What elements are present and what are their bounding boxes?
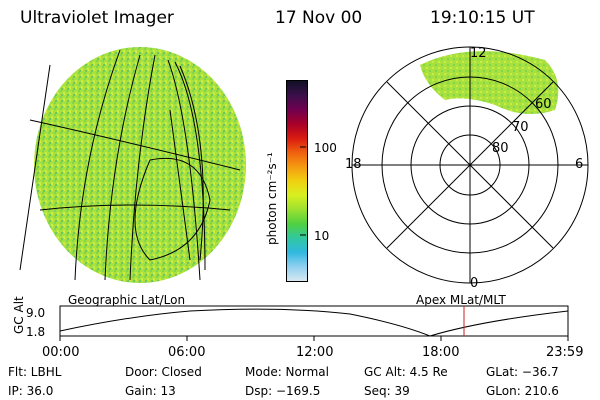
timeline-xtick-1800: 18:00: [422, 345, 460, 360]
info-gc-alt: GC Alt: 4.5 Re: [364, 365, 448, 379]
timeline-xtick-0600: 06:00: [168, 345, 206, 360]
info-door: Door: Closed: [125, 365, 202, 379]
polar-label: Apex MLat/MLT: [416, 293, 506, 307]
geographic-label: Geographic Lat/Lon: [68, 293, 186, 307]
info-dsp: Dsp: −169.5: [245, 384, 321, 398]
geo-disk: [34, 47, 246, 283]
info-filter: Flt: LBHL: [8, 365, 62, 379]
colorbar-tick-100: 100: [314, 141, 337, 155]
info-glat: GLat: −36.7: [486, 365, 559, 379]
mlt-label-6: 6: [575, 157, 584, 172]
info-ip: IP: 36.0: [8, 384, 54, 398]
timeline-xtick-1200: 12:00: [296, 345, 334, 360]
geo-grid-lines: [19, 49, 241, 281]
lat-label-70: 70: [512, 120, 529, 135]
time-label: 19:10:15 UT: [430, 8, 535, 28]
info-seq: Seq: 39: [364, 384, 410, 398]
lat-label-60: 60: [535, 97, 552, 112]
info-gain: Gain: 13: [125, 384, 176, 398]
colorbar-ticks: [300, 146, 306, 236]
date-label: 17 Nov 00: [275, 8, 363, 28]
altitude-curve: [59, 308, 569, 337]
colorbar: [286, 80, 308, 282]
polar-plot: [351, 46, 589, 284]
instrument-title: Ultraviolet Imager: [20, 8, 174, 28]
lat-label-80: 80: [492, 141, 509, 156]
timeline-xtick-2359: 23:59: [546, 345, 584, 360]
mlt-label-12: 12: [470, 46, 487, 61]
aurora-region: [420, 51, 559, 114]
timeline-xtick-0000: 00:00: [42, 345, 80, 360]
info-glon: GLon: 210.6: [486, 384, 559, 398]
timeline-axis-title: GC Alt: [12, 296, 26, 334]
timeline-ytick-1.8: 1.8: [26, 325, 46, 339]
colorbar-unit-label: photon cm⁻²s⁻¹: [265, 152, 279, 245]
polar-grid: [351, 46, 589, 284]
colorbar-tick-10: 10: [314, 229, 330, 243]
mlt-label-0: 0: [470, 276, 479, 291]
timeline-ytick-9: 9.0: [26, 306, 46, 320]
info-mode: Mode: Normal: [245, 365, 329, 379]
altitude-timeline: [59, 305, 569, 341]
mlt-label-18: 18: [345, 157, 362, 172]
